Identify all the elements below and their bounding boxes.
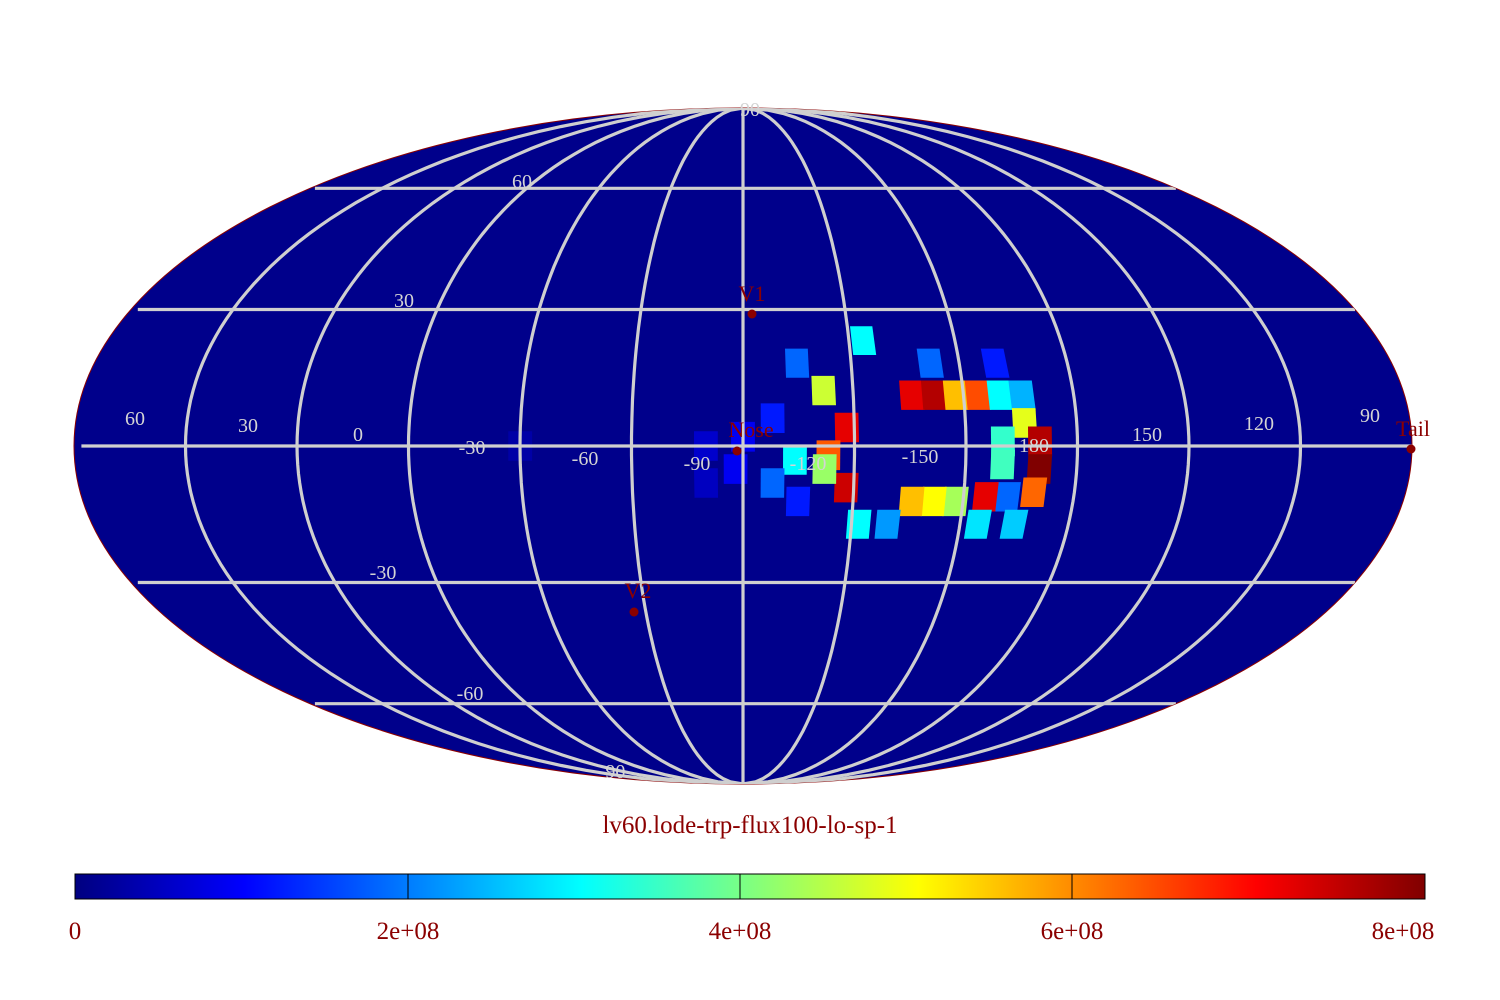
longitude-label: 180	[1019, 435, 1049, 457]
heatmap-pixel	[760, 403, 785, 433]
heatmap-pixel	[874, 509, 901, 539]
marker-v1-dot	[747, 309, 757, 319]
heatmap-pixel	[811, 375, 836, 406]
latitude-label: -90	[599, 761, 626, 783]
longitude-label: -90	[684, 453, 711, 475]
meridian-line	[518, 108, 744, 784]
heatmap-pixel	[920, 380, 947, 410]
heatmap-pixel	[986, 380, 1014, 410]
marker-tail-label: Tail	[1396, 416, 1430, 441]
colorbar-tick: 8e+08	[1371, 918, 1435, 945]
marker-v2-dot	[629, 607, 639, 617]
latitude-label: 90	[740, 99, 760, 121]
longitude-label: -120	[790, 453, 827, 475]
colorbar	[74, 873, 1426, 900]
heatmap-pixel	[694, 468, 718, 498]
markers: V1 Nose V2 Tail	[625, 281, 1430, 617]
meridian-line	[742, 108, 857, 784]
heatmap-pixel	[993, 482, 1021, 512]
heatmap-pixel	[812, 454, 837, 484]
latitude-label: 30	[394, 290, 414, 312]
heatmap-pixel	[980, 348, 1010, 378]
heatmap-pixel	[850, 326, 877, 355]
heatmap-pixel	[785, 348, 810, 378]
meridian-line	[742, 108, 1080, 784]
heatmap-pixel	[898, 486, 925, 517]
heatmap-pixel	[1020, 477, 1048, 507]
longitude-label: 90	[1360, 405, 1380, 427]
heatmap-pixel	[785, 486, 811, 517]
heatmap-pixel	[1008, 380, 1036, 410]
meridian-line	[742, 108, 1303, 784]
longitude-label: 150	[1132, 424, 1162, 446]
heatmap-pixel	[963, 509, 992, 539]
marker-nose-dot	[732, 446, 742, 456]
marker-nose-label: Nose	[728, 417, 773, 442]
meridian-line	[295, 108, 744, 784]
longitude-label: 30	[238, 415, 258, 437]
meridian-line	[183, 108, 744, 784]
meridian-line	[742, 108, 1191, 784]
latitude-label: -30	[370, 562, 397, 584]
heatmap-pixel	[990, 426, 1015, 457]
heatmap-pixel	[999, 509, 1029, 539]
heatmap-pixel	[916, 348, 944, 378]
heatmap-pixel	[1026, 454, 1053, 484]
longitude-label: 0	[353, 424, 363, 446]
heatmap-pixel	[972, 482, 999, 512]
heatmap-pixel	[760, 468, 785, 498]
heatmap-pixel	[1028, 426, 1053, 457]
map-title: lv60.lode-trp-flux100-lo-sp-1	[602, 812, 898, 839]
meridian-line	[742, 108, 968, 784]
longitude-label: -60	[572, 448, 599, 470]
heatmap-pixel	[964, 380, 992, 410]
meridian-line	[629, 108, 744, 784]
latitude-label: -60	[457, 683, 484, 705]
heatmap-pixel	[990, 449, 1015, 480]
heatmap-pixel	[899, 380, 925, 410]
marker-tail-dot	[1406, 444, 1416, 454]
heatmap-pixel	[920, 486, 947, 517]
longitude-label: 60	[125, 408, 145, 430]
longitude-label: -150	[902, 446, 939, 468]
latitude-label: 60	[512, 171, 532, 193]
meridian-line	[406, 108, 744, 784]
marker-v2-label: V2	[625, 578, 652, 603]
colorbar-tick: 6e+08	[1040, 918, 1104, 945]
graticule-labels: 60 30 0 -30 -60 -90 -120 -150 180 150 120 90 90 60 30 -…	[125, 99, 1380, 783]
longitude-label: 120	[1244, 413, 1274, 435]
graticule	[81, 108, 1412, 784]
longitude-label: -30	[459, 437, 486, 459]
colorbar-tick: 2e+08	[376, 918, 440, 945]
colorbar-tick: 0	[68, 918, 82, 945]
marker-v1-label: V1	[739, 281, 766, 306]
heatmap-pixel	[783, 445, 807, 475]
colorbar-tick: 4e+08	[708, 918, 772, 945]
